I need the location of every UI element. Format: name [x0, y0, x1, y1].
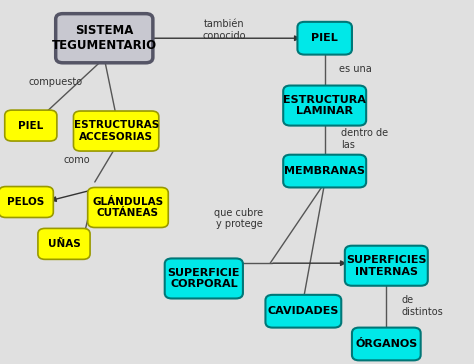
Text: SUPERFICIES
INTERNAS: SUPERFICIES INTERNAS [346, 255, 427, 277]
FancyBboxPatch shape [265, 295, 341, 328]
FancyBboxPatch shape [298, 22, 352, 55]
Text: que cubre
y protege: que cubre y protege [214, 207, 263, 229]
Text: SUPERFICIE
CORPORAL: SUPERFICIE CORPORAL [168, 268, 240, 289]
FancyBboxPatch shape [5, 110, 57, 141]
Text: PIEL: PIEL [18, 120, 44, 131]
FancyBboxPatch shape [88, 187, 168, 228]
FancyBboxPatch shape [73, 111, 159, 151]
FancyBboxPatch shape [38, 229, 90, 259]
Text: dentro de
las: dentro de las [341, 128, 388, 150]
FancyBboxPatch shape [56, 13, 153, 63]
Text: PELOS: PELOS [8, 197, 45, 207]
Text: UÑAS: UÑAS [47, 239, 81, 249]
Text: SISTEMA
TEGUMENTARIO: SISTEMA TEGUMENTARIO [52, 24, 157, 52]
FancyBboxPatch shape [345, 246, 428, 286]
Text: es una: es una [339, 64, 372, 74]
FancyBboxPatch shape [283, 86, 366, 126]
Text: CAVIDADES: CAVIDADES [268, 306, 339, 316]
Text: MEMBRANAS: MEMBRANAS [284, 166, 365, 176]
Text: PIEL: PIEL [311, 33, 338, 43]
Text: de
distintos: de distintos [402, 295, 444, 317]
Text: también
conocido: también conocido [202, 19, 246, 41]
Text: GLÁNDULAS
CUTÁNEAS: GLÁNDULAS CUTÁNEAS [92, 197, 164, 218]
FancyBboxPatch shape [164, 258, 243, 298]
Text: ESTRUCTURA
LAMINAR: ESTRUCTURA LAMINAR [283, 95, 366, 116]
Text: compuesto: compuesto [29, 77, 83, 87]
FancyBboxPatch shape [283, 155, 366, 187]
Text: como: como [64, 155, 90, 165]
Text: ÓRGANOS: ÓRGANOS [355, 339, 418, 349]
FancyBboxPatch shape [352, 328, 420, 360]
Text: ESTRUCTURAS
ACCESORIAS: ESTRUCTURAS ACCESORIAS [73, 120, 159, 142]
FancyBboxPatch shape [0, 186, 53, 217]
